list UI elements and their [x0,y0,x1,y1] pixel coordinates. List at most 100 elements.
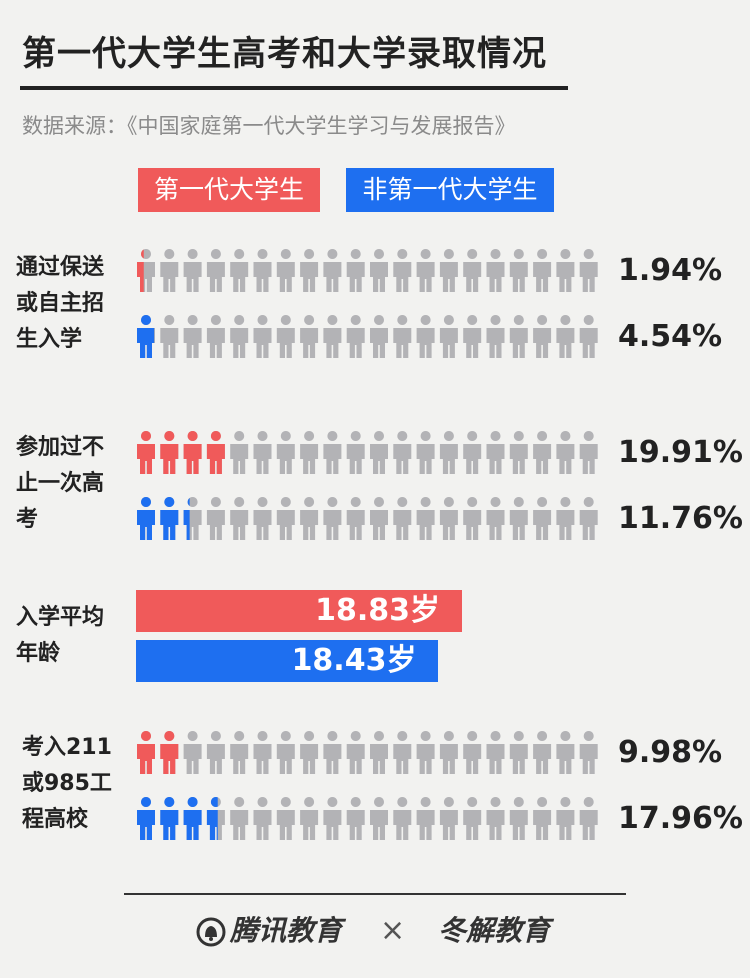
person-icon [253,431,272,474]
row-label-line: 或985工 [22,771,112,796]
person-icon [300,497,319,540]
person-icon [579,431,598,474]
person-icon [160,797,179,840]
age-bar-non: 18.43岁 [136,640,439,682]
person-icon [370,431,388,474]
person-icon [137,731,155,774]
person-icon [230,431,249,474]
person-icon [370,797,388,840]
row-label-211-985: 考入211 或985工 程高校 [22,730,132,838]
person-icon [370,497,388,540]
pictogram-row [137,497,598,540]
brand-name: 腾讯教育 [230,914,343,947]
person-icon [533,497,552,540]
person-icon [160,315,179,358]
person-icon [137,431,155,474]
person-icon [323,497,342,540]
person-icon [370,249,388,292]
person-icon [439,731,458,774]
person-icon [253,797,272,840]
person-icon [486,249,505,292]
person-icon [276,797,295,840]
person-icon [276,315,295,358]
value-label-non: 17.96% [618,801,743,836]
row-label-line: 止一次高 [16,471,105,496]
person-icon [137,797,155,840]
person-icon [533,431,552,474]
pictogram-row [137,431,598,474]
person-icon [579,249,598,292]
person-icon [509,797,528,840]
person-icon [416,731,435,774]
person-icon-filled [160,497,179,540]
person-icon [579,731,598,774]
person-icon-filled [137,797,155,840]
value-label-non: 4.54% [618,319,723,354]
person-icon [463,315,482,358]
person-icon [393,431,412,474]
person-icon [533,731,552,774]
legend-first-generation: 第一代大学生 [138,168,320,212]
person-icon [556,249,575,292]
person-icon-filled [160,797,179,840]
person-icon [323,249,342,292]
person-icon-filled [137,431,155,474]
data-source: 数据来源：《中国家庭第一代大学生学习与发展报告》 [22,114,516,138]
person-icon [346,431,365,474]
brand-tencent-education: 腾讯教育 [196,908,342,954]
person-icon [160,497,179,540]
person-icon [206,497,225,540]
person-icon [533,797,552,840]
person-icon-filled [183,797,202,840]
person-icon [393,497,412,540]
person-icon [393,249,412,292]
person-icon [463,797,482,840]
person-icon [463,731,482,774]
pictogram-row [137,797,598,840]
person-icon-filled [206,431,225,474]
row-label-line: 生入学 [16,327,83,352]
person-icon [300,249,319,292]
person-icon [486,797,505,840]
person-icon [486,497,505,540]
collaboration-times-icon: × [380,913,406,948]
person-icon [579,497,598,540]
pictogram-row [137,249,598,292]
person-icon [509,315,528,358]
person-icon-filled [137,249,144,292]
person-icon [486,315,505,358]
person-icon [183,497,202,540]
value-label-first: 1.94% [618,253,723,288]
value-label-first: 9.98% [618,735,723,770]
person-icon [579,797,598,840]
person-icon-filled [137,315,155,358]
legend-non-first-generation: 非第一代大学生 [346,168,554,212]
person-icon [556,315,575,358]
row-label-recommended-admission: 通过保送 或自主招 生入学 [16,250,126,358]
person-icon [509,431,528,474]
person-icon [579,315,598,358]
person-icon [137,497,155,540]
person-icon [463,497,482,540]
value-label-non: 11.76% [618,501,743,536]
row-label-line: 参加过不 [16,435,105,460]
person-icon [160,431,179,474]
person-icon [253,315,272,358]
person-icon [533,249,552,292]
person-icon [416,497,435,540]
person-icon [230,497,249,540]
person-icon [416,797,435,840]
person-icon-filled [183,431,202,474]
person-icon [300,431,319,474]
person-icon [416,315,435,358]
person-icon-filled [183,498,190,540]
age-bar-first: 18.83岁 [136,590,462,632]
person-icon [509,497,528,540]
row-label-line: 或自主招 [16,291,105,316]
person-icon [439,497,458,540]
person-icon [393,797,412,840]
person-icon [346,249,365,292]
person-icon [183,431,202,474]
title-underline [20,86,568,90]
person-icon [160,731,179,774]
